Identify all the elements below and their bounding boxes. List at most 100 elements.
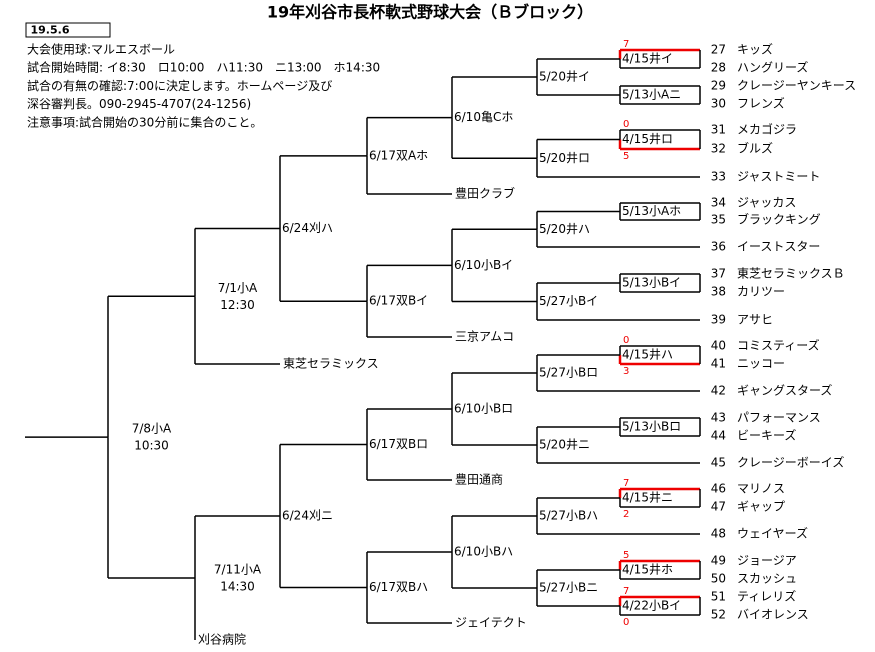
team-number: 31 — [711, 123, 726, 137]
team-number: 27 — [711, 43, 726, 57]
match-label: 4/22小Bイ — [622, 599, 681, 613]
match-label: 5/20井ロ — [539, 151, 590, 165]
team-number: 34 — [711, 196, 726, 210]
team-number: 44 — [711, 429, 726, 443]
team-number: 37 — [711, 267, 726, 281]
team-number: 33 — [711, 170, 726, 184]
team-name: クレージーボーイズ — [737, 455, 844, 470]
info-line: 注意事項:試合開始の30分前に集合のこと。 — [27, 114, 262, 129]
seed-team: 三京アムコ — [455, 330, 514, 344]
match-label: 4/15井ハ — [622, 348, 673, 362]
score: 7 — [623, 39, 629, 50]
team-name: ギャングスターズ — [737, 383, 832, 398]
team-number: 48 — [711, 527, 726, 541]
seed-team: 豊田通商 — [455, 472, 503, 487]
score: 7 — [623, 478, 629, 489]
team-name: パフォーマンス — [737, 411, 821, 425]
score: 5 — [623, 550, 629, 561]
match-label: 6/24刈ニ — [282, 509, 333, 523]
team-name: マリノス — [737, 482, 785, 496]
match-label: 4/15井ロ — [622, 132, 673, 146]
team-number: 30 — [711, 97, 726, 111]
match-label: 5/27小Bハ — [539, 509, 598, 523]
match-time: 10:30 — [134, 439, 169, 453]
score: 2 — [623, 509, 629, 520]
match-label: 5/27小Bロ — [539, 366, 598, 380]
match-label: 4/15井イ — [622, 52, 673, 66]
date: 19.5.6 — [31, 24, 70, 37]
team-name: ウェイヤーズ — [737, 526, 808, 541]
team-name: ジャストミート — [737, 170, 820, 184]
team-number: 41 — [711, 357, 726, 371]
team-number: 49 — [711, 554, 726, 568]
score: 0 — [623, 119, 629, 130]
score: 7 — [623, 586, 629, 597]
match-label: 6/10小Bハ — [454, 545, 513, 559]
team-number: 32 — [711, 142, 726, 156]
match-label: 6/17双Bロ — [369, 437, 428, 451]
team-number: 47 — [711, 500, 726, 514]
team-name: 東芝セラミックスＢ — [737, 266, 845, 281]
score: 5 — [623, 151, 629, 162]
team-name: ジョージア — [737, 554, 797, 568]
team-number: 42 — [711, 384, 726, 398]
team-name: ビーキーズ — [737, 428, 796, 443]
team-number: 50 — [711, 572, 726, 586]
match-label: 5/13小Aホ — [622, 204, 681, 218]
team-number: 51 — [711, 590, 726, 604]
info-line: 深谷審判長。090-2945-4707(24-1256) — [27, 96, 251, 111]
team-name: スカッシュ — [737, 572, 797, 586]
match-label: 5/27小Bニ — [539, 581, 598, 595]
match-label: 6/10小Bロ — [454, 402, 513, 416]
match-label: 5/20井ハ — [539, 222, 590, 236]
team-name: コミスティーズ — [737, 338, 820, 353]
info-line: 試合の有無の確認:7:00に決定します。ホームページ及び — [27, 78, 332, 93]
match-label: 6/24刈ハ — [282, 221, 333, 235]
team-number: 28 — [711, 61, 726, 75]
match-label: 7/8小A — [132, 422, 172, 436]
team-number: 39 — [711, 313, 726, 327]
team-name: ブルズ — [737, 141, 773, 156]
seed-team: 豊田クラブ — [455, 186, 515, 201]
team-name: ジャッカス — [737, 196, 796, 210]
team-number: 29 — [711, 79, 726, 93]
match-label: 6/10小Bイ — [454, 258, 513, 272]
seed-team: ジェイテクト — [455, 616, 527, 630]
team-number: 38 — [711, 285, 726, 299]
score: 3 — [623, 366, 629, 377]
team-name: カリツー — [737, 285, 785, 299]
team-name: バイオレンス — [737, 608, 809, 622]
match-label: 5/13小Bロ — [622, 420, 681, 434]
match-label: 6/17双Bハ — [369, 580, 428, 594]
match-label: 6/10亀Cホ — [454, 110, 513, 124]
team-name: アサヒ — [737, 313, 773, 327]
info-line: 試合開始時間: イ8:30 ロ10:00 ハ11:30 ニ13:00 ホ14:3… — [27, 60, 380, 75]
date-box — [25, 22, 111, 38]
match-label: 5/20井ニ — [539, 438, 590, 452]
team-name: フレンズ — [737, 96, 785, 111]
match-time: 12:30 — [220, 298, 255, 312]
team-name: ブラックキング — [737, 212, 821, 227]
match-label: 7/1小A — [218, 281, 258, 295]
team-name: ハングリーズ — [737, 60, 808, 75]
team-number: 52 — [711, 608, 726, 622]
match-time: 14:30 — [220, 580, 255, 594]
team-number: 40 — [711, 339, 726, 353]
info-line: 大会使用球:マルエスボール — [27, 42, 175, 57]
match-label: 5/20井イ — [539, 70, 590, 84]
title: 19年刈谷市長杯軟式野球大会（Ｂブロック） — [267, 3, 593, 22]
team-name: メカゴジラ — [737, 122, 797, 137]
match-label: 5/13小Aニ — [622, 88, 681, 102]
score: 0 — [623, 335, 629, 346]
team-name: ティレリズ — [737, 589, 796, 604]
match-label: 4/15井ニ — [622, 491, 673, 505]
match-label: 4/15井ホ — [622, 563, 673, 577]
team-name: ニッコー — [737, 357, 785, 371]
team-name: イーストスター — [737, 240, 820, 254]
match-label: 7/11小A — [214, 563, 262, 577]
match-label: 6/17双Bイ — [369, 294, 428, 308]
team-number: 45 — [711, 456, 726, 470]
match-label: 6/17双Aホ — [369, 148, 428, 162]
